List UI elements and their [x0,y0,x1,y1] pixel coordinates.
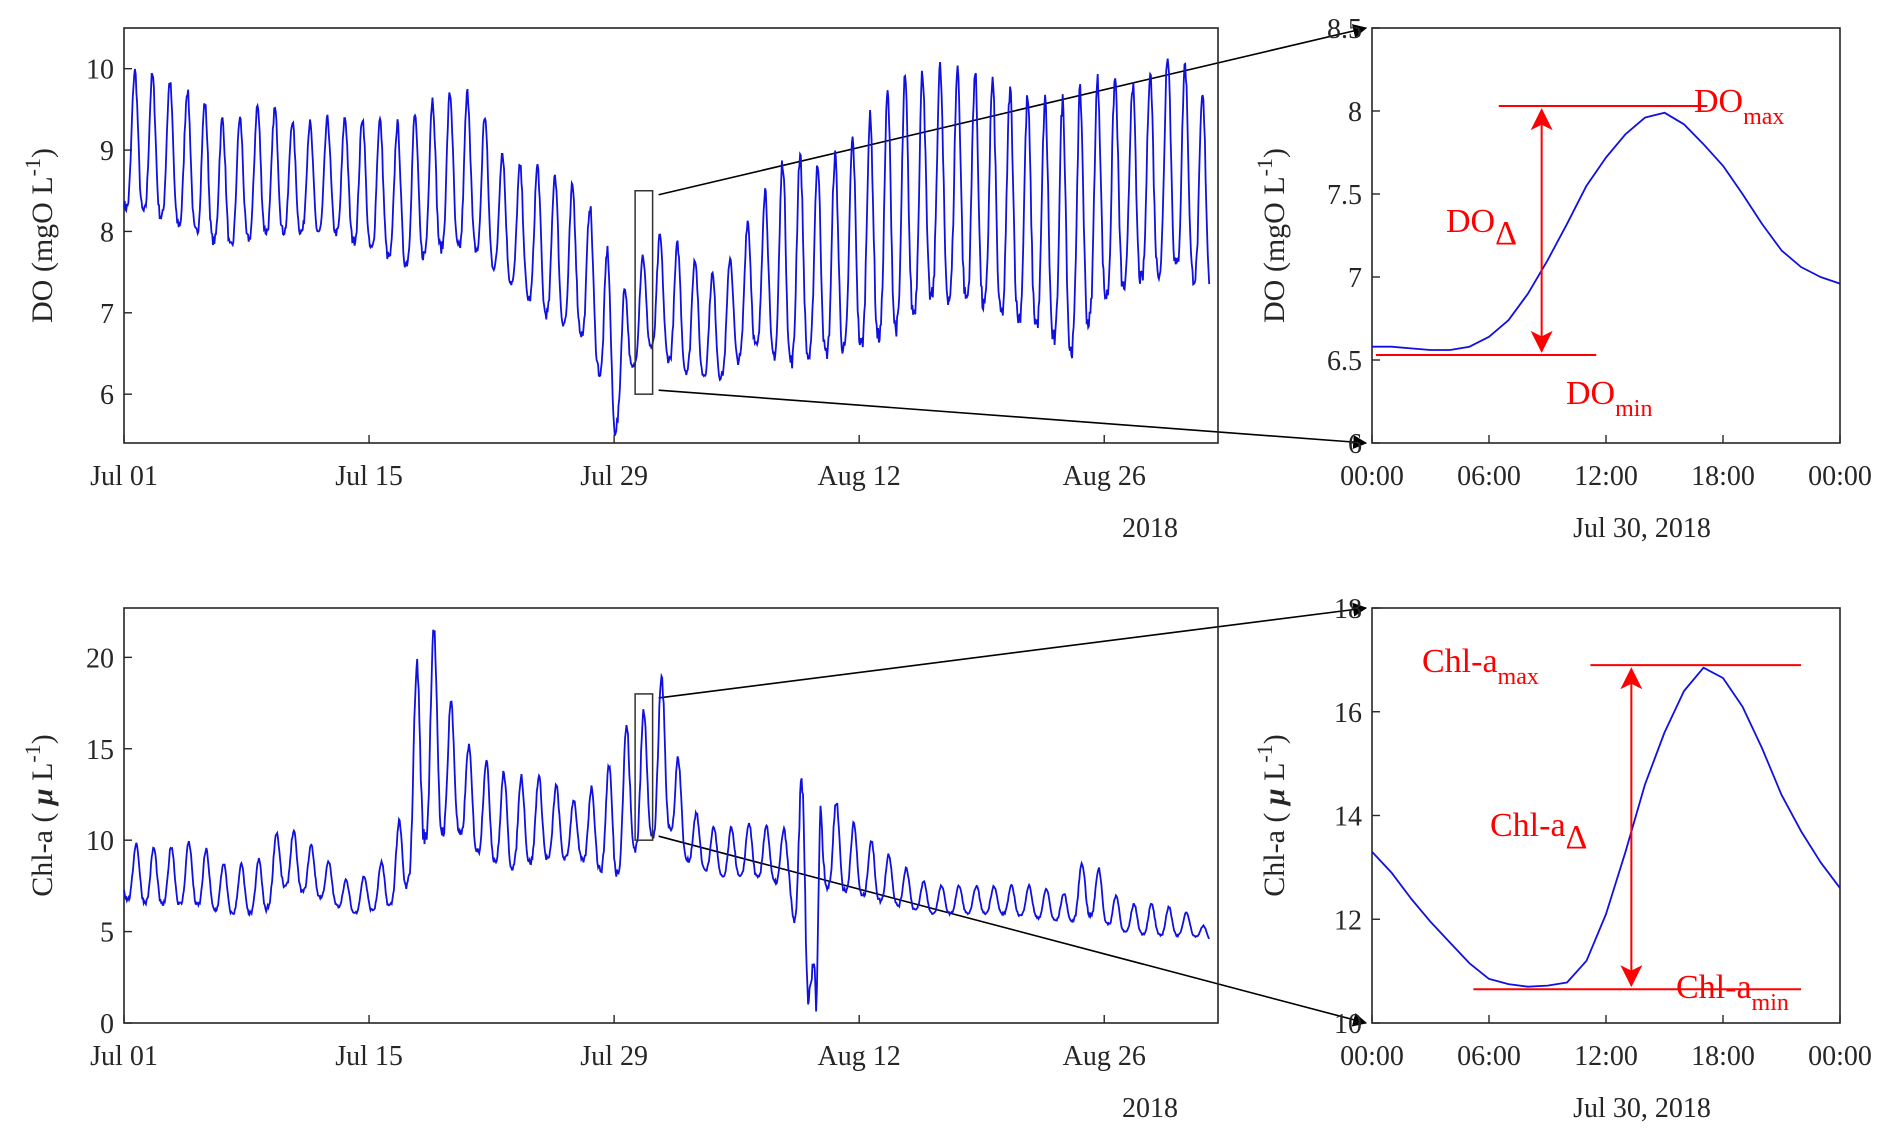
x-axis-label: Jul 30, 2018 [1573,513,1711,544]
max-label-sub: max [1498,664,1539,690]
x-tick-label: 12:00 [1574,1041,1638,1072]
max-label-sub: max [1743,104,1784,130]
y-axis-label: Chl-a ( μ L-1) [1252,734,1291,896]
y-axis-label-sup: -1 [1252,158,1277,176]
y-tick-label: 9 [100,136,114,167]
y-axis-label-end: ) [26,734,59,744]
plot-area [123,607,1219,1024]
y-tick-label: 6.5 [1327,346,1362,377]
min-label-sub: min [1752,990,1789,1016]
y-tick-label: 10 [86,55,114,86]
x-tick-label: Aug 26 [1063,1041,1146,1072]
y-tick-label: 16 [1334,698,1362,729]
x-tick-label: 00:00 [1808,461,1872,492]
y-axis-label-mu: μ [1258,788,1291,807]
y-axis-label-text: Chl-a ( [26,805,59,897]
chla-overview-chart: Jul 01 Jul 15 Jul 29 Aug 12 Aug 26 0 5 10 15 20 20… [20,607,1219,1124]
zoom-region-box [634,693,654,841]
max-label: Chl-amax [1422,643,1539,690]
x-tick-label: 06:00 [1457,461,1521,492]
y-axis-label: Chl-a ( μ L-1) [20,734,59,896]
max-label-base: Chl-a [1422,643,1498,680]
x-tick-label: Aug 26 [1063,461,1146,492]
y-axis-label-text: DO (mgO L [26,176,59,323]
x-axis-label: Jul 30, 2018 [1573,1093,1711,1124]
delta-label-base: DO [1446,203,1495,240]
y-axis-label-unit: L [1258,763,1291,789]
min-label: DOmin [1566,375,1652,422]
series-line [123,629,1210,1012]
y-axis-label-sup: -1 [20,158,45,176]
zoom-connector-bottom [658,835,1368,1027]
y-axis-label-text: DO (mgO L [1258,176,1291,323]
x-tick-label: Jul 15 [335,461,403,492]
y-tick-label: 0 [100,1009,114,1040]
delta-label-base: Chl-a [1490,807,1566,844]
y-tick-label: 8 [1348,97,1362,128]
x-tick-label: 00:00 [1808,1041,1872,1072]
y-tick-label: 5 [100,918,114,949]
max-label: DOmax [1694,83,1784,130]
y-axis-label-sup: -1 [1252,744,1277,762]
x-tick-label: 06:00 [1457,1041,1521,1072]
y-tick-label: 6 [100,380,114,411]
plot-area [123,27,1219,444]
do-overview-chart: Jul 01 Jul 15 Jul 29 Aug 12 Aug 26 6 7 8 9 10 2018… [20,27,1219,544]
x-tick-label: Aug 12 [818,461,901,492]
y-tick-label: 7 [100,299,114,330]
y-axis-label-end: ) [26,148,59,158]
zoom-connector-bottom [658,389,1368,450]
x-tick-label: 18:00 [1691,461,1755,492]
y-axis-label-text: Chl-a ( [1258,805,1291,897]
y-axis-label: DO (mgO L-1) [20,148,59,323]
x-tick-label: Jul 29 [580,461,648,492]
y-tick-label: 7 [1348,263,1362,294]
y-axis-label: DO (mgO L-1) [1252,148,1291,323]
y-tick-label: 10 [86,826,114,857]
x-tick-label: Jul 15 [335,1041,403,1072]
y-tick-label: 10 [1334,1009,1362,1040]
series-line [1371,666,1841,988]
x-tick-label: 18:00 [1691,1041,1755,1072]
series-line [123,58,1211,436]
y-tick-label: 18 [1334,594,1362,625]
series-line [1372,111,1841,351]
delta-label: Chl-aΔ [1490,807,1587,856]
x-tick-label: Aug 12 [818,1041,901,1072]
do-zoom-chart: 00:00 06:00 12:00 18:00 00:0066.577.588.5Jul… [1252,14,1872,544]
x-tick-label: 00:00 [1340,1041,1404,1072]
y-tick-label: 12 [1334,905,1362,936]
x-tick-label: 12:00 [1574,461,1638,492]
y-axis-label-end: ) [1258,734,1291,744]
y-axis-label-unit: L [26,763,59,789]
y-axis-label-end: ) [1258,148,1291,158]
x-tick-label: Jul 01 [90,461,158,492]
x-tick-label: Jul 29 [580,1041,648,1072]
max-label-base: DO [1694,83,1743,120]
min-label-sub: min [1615,396,1652,422]
y-axis-label-mu: μ [26,788,59,807]
delta-label-sub: Δ [1566,819,1588,856]
y-tick-label: 8.5 [1327,14,1362,45]
x-axis-label: 2018 [1122,1093,1178,1124]
x-tick-label: Jul 01 [90,1041,158,1072]
y-tick-label: 15 [86,735,114,766]
min-label: Chl-amin [1676,969,1789,1016]
delta-label: DOΔ [1446,203,1517,252]
y-tick-label: 14 [1334,802,1362,833]
min-label-base: DO [1566,375,1615,412]
zoom-region-box [634,189,654,395]
delta-label-sub: Δ [1495,215,1517,252]
y-axis-label-sup: -1 [20,744,45,762]
y-tick-label: 20 [86,643,114,674]
y-tick-label: 8 [100,217,114,248]
min-label-base: Chl-a [1676,969,1752,1006]
y-tick-label: 7.5 [1327,180,1362,211]
y-tick-label: 6 [1348,429,1362,460]
x-tick-label: 00:00 [1340,461,1404,492]
x-axis-label: 2018 [1122,513,1178,544]
zoom-connector-top [658,602,1368,699]
